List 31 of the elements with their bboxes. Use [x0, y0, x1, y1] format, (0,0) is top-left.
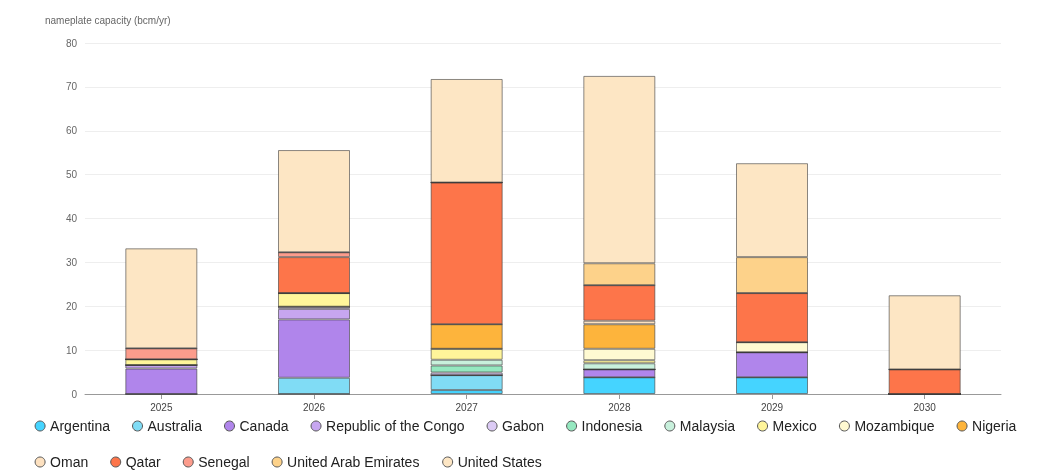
y-tick-label: 70 [65, 81, 78, 93]
legend-label: Malaysia [679, 418, 736, 434]
legend-label: United States [457, 454, 542, 470]
y-tick-label: 50 [65, 169, 78, 181]
legend-label: Republic of the Congo [326, 418, 465, 434]
legend-label: Senegal [198, 454, 250, 470]
y-tick-label: 60 [65, 125, 78, 137]
legend-label: Indonesia [581, 418, 643, 434]
legend-label: Qatar [125, 454, 162, 470]
x-tick-label: 2025 [150, 401, 173, 413]
legend-label: Mexico [772, 418, 818, 434]
legend-label: Gabon [502, 418, 545, 434]
legend-label: Australia [147, 418, 203, 434]
legend-label: Mozambique [854, 418, 935, 434]
legend-label: United Arab Emirates [287, 454, 420, 470]
x-tick-label: 2030 [913, 401, 937, 413]
y-tick-label: 40 [65, 213, 78, 224]
legend-label: Argentina [50, 418, 111, 434]
legend-label: Nigeria [972, 418, 1017, 434]
y-tick-label: 10 [65, 344, 78, 356]
y-tick-label: 30 [65, 256, 78, 268]
x-tick-label: 2029 [760, 401, 784, 413]
legend-label: Oman [50, 454, 89, 470]
x-tick-label: 2026 [302, 401, 326, 413]
y-tick-label: 0 [71, 388, 78, 400]
x-tick-label: 2028 [608, 401, 631, 413]
x-tick-label: 2027 [455, 401, 479, 413]
y-tick-label: 80 [65, 37, 78, 49]
y-tick-label: 20 [65, 300, 78, 312]
y-axis-title: nameplate capacity (bcm/yr) [45, 14, 171, 26]
legend-label: Canada [239, 418, 289, 434]
